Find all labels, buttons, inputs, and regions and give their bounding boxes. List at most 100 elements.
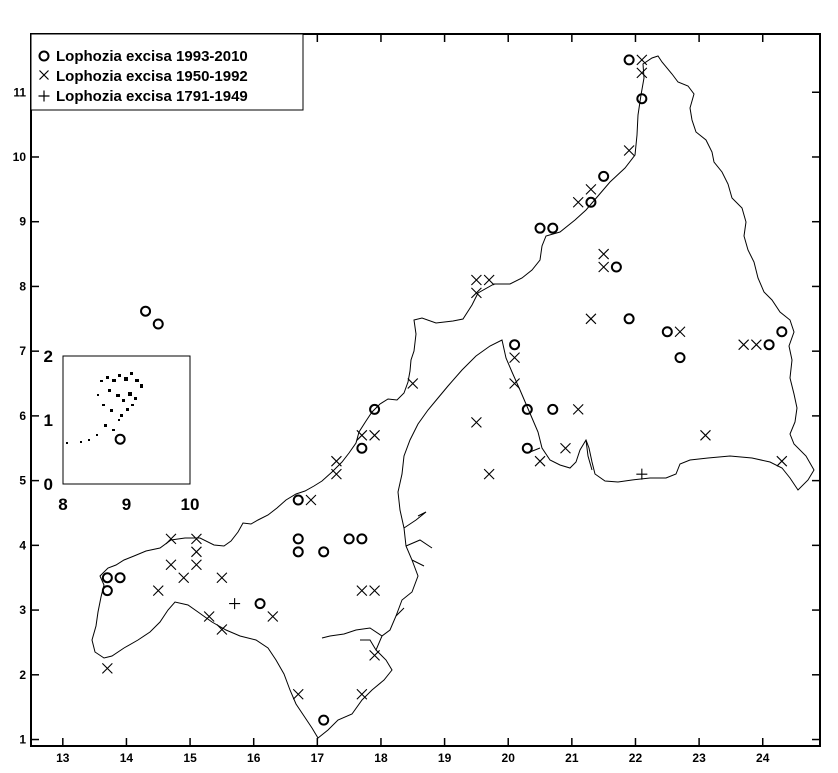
legend-circle-icon (38, 50, 50, 62)
inset-x-tick-label: 8 (58, 495, 67, 514)
record-1950-1992-marker (369, 429, 380, 441)
estuary-lines (321, 439, 593, 651)
record-1950-1992-marker (509, 378, 520, 389)
y-tick-label: 1 (19, 733, 26, 747)
x-tick-label: 14 (120, 751, 134, 765)
y-axis-ticks: 1 2 3 4 5 6 7 8 9 10 11 (13, 85, 820, 747)
record-1791-1949-marker (229, 598, 241, 610)
record-1950-1992-marker (585, 183, 597, 195)
x-axis-ticks: 13 14 15 16 17 18 19 20 21 22 23 24 (56, 34, 770, 765)
record-1950-1992-marker (369, 649, 380, 661)
x-tick-label: 24 (756, 751, 770, 765)
record-1950-1992-marker (331, 468, 342, 480)
record-1950-1992-marker (471, 274, 482, 286)
x-tick-label: 20 (502, 751, 516, 765)
legend-box (30, 33, 304, 111)
record-markers (101, 54, 788, 726)
record-1950-1992-marker (203, 611, 215, 622)
y-tick-label: 7 (19, 344, 26, 358)
record-1993-2010-marker (318, 546, 330, 558)
y-tick-label: 11 (13, 85, 26, 99)
record-1950-1992-marker (560, 442, 571, 454)
record-1950-1992-marker (471, 287, 482, 299)
inset-x-tick-label: 9 (122, 495, 131, 514)
record-1993-2010-marker (763, 339, 775, 351)
x-tick-label: 19 (438, 751, 452, 765)
record-1950-1992-marker (152, 585, 164, 597)
record-1993-2010-marker (114, 572, 126, 584)
record-1993-2010-marker (521, 442, 533, 454)
record-1993-2010-marker (534, 222, 546, 234)
x-tick-label: 21 (565, 751, 579, 765)
coastline-outline (91, 55, 815, 739)
record-1993-2010-marker (547, 222, 559, 234)
record-1950-1992-marker (572, 196, 584, 208)
record-1950-1992-marker (585, 313, 597, 325)
y-tick-label: 2 (19, 668, 26, 682)
record-1993-2010-marker (292, 533, 304, 545)
x-tick-label: 17 (311, 751, 325, 765)
record-1950-1992-marker (267, 611, 279, 622)
inset-y-tick-label: 1 (44, 411, 53, 430)
record-1950-1992-marker (738, 339, 750, 351)
x-tick-label: 18 (374, 751, 388, 765)
record-1950-1992-marker (471, 416, 482, 428)
record-1993-2010-marker (356, 533, 368, 545)
scilly-inset-frame (62, 355, 191, 485)
record-1950-1992-marker (165, 559, 177, 571)
legend-label-1950-1992: Lophozia excisa 1950-1992 (56, 68, 248, 85)
record-1993-2010-marker (101, 572, 113, 584)
record-1950-1992-marker (700, 429, 711, 441)
record-1950-1992-marker (331, 455, 342, 467)
record-1950-1992-marker (636, 54, 648, 66)
record-1993-2010-marker (356, 442, 368, 454)
record-1950-1992-marker (356, 585, 368, 597)
record-1993-2010-marker (521, 403, 533, 415)
legend-plus-icon (38, 90, 50, 102)
record-1950-1992-marker (356, 429, 368, 441)
record-1993-2010-marker (636, 93, 648, 105)
record-1950-1992-marker (216, 624, 228, 635)
record-1993-2010-marker (585, 196, 597, 208)
record-1993-2010-marker (254, 598, 266, 610)
inset-record-marker (114, 433, 126, 445)
record-1993-2010-marker (292, 494, 304, 506)
legend-label-1791-1949: Lophozia excisa 1791-1949 (56, 88, 248, 105)
record-1950-1992-marker (165, 533, 177, 545)
inset-axis-ticks: 8 9 10 0 1 2 (44, 347, 200, 514)
record-1993-2010-marker (101, 585, 113, 597)
record-1950-1992-marker (483, 274, 495, 286)
record-1950-1992-marker (483, 468, 495, 480)
record-1950-1992-marker (598, 261, 610, 273)
x-tick-label: 22 (629, 751, 643, 765)
record-1993-2010-marker (623, 313, 635, 325)
inset-x-tick-label: 10 (181, 495, 200, 514)
x-tick-label: 23 (692, 751, 706, 765)
record-1993-2010-marker (318, 714, 330, 726)
y-tick-label: 4 (19, 538, 26, 552)
y-tick-label: 9 (19, 215, 26, 229)
y-tick-label: 5 (19, 474, 26, 488)
record-1950-1992-marker (356, 688, 368, 700)
record-1993-2010-marker (610, 261, 622, 273)
legend-label-1993-2010: Lophozia excisa 1993-2010 (56, 48, 248, 65)
record-1791-1949-marker (636, 468, 648, 480)
record-1950-1992-marker (178, 572, 190, 584)
record-1950-1992-marker (572, 404, 584, 415)
y-tick-label: 10 (13, 150, 27, 164)
y-tick-label: 3 (19, 603, 26, 617)
record-1950-1992-marker (623, 145, 635, 156)
record-1993-2010-marker (509, 339, 521, 351)
legend: Lophozia excisa 1993-2010 Lophozia excis… (30, 33, 304, 111)
record-1950-1992-marker (216, 572, 228, 584)
y-tick-label: 6 (19, 409, 26, 423)
record-1950-1992-marker (750, 339, 762, 351)
record-1950-1992-marker (776, 455, 788, 467)
record-1993-2010-marker (776, 326, 788, 338)
record-1993-2010-marker (292, 546, 304, 558)
record-1950-1992-marker (534, 455, 546, 467)
record-1950-1992-marker (191, 546, 202, 558)
record-1993-2010-marker (598, 170, 610, 182)
